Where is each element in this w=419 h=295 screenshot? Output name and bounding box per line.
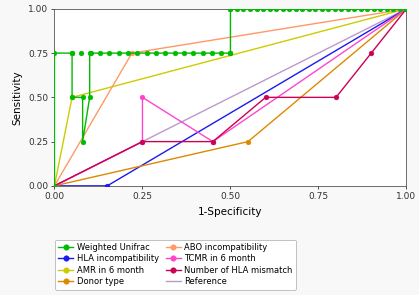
Legend: Weighted Unifrac, HLA incompatibility, AMR in 6 month, Donor type, ABO incompati: Weighted Unifrac, HLA incompatibility, A… [55,240,296,290]
X-axis label: 1-Specificity: 1-Specificity [198,207,263,217]
Y-axis label: Sensitivity: Sensitivity [13,70,23,125]
